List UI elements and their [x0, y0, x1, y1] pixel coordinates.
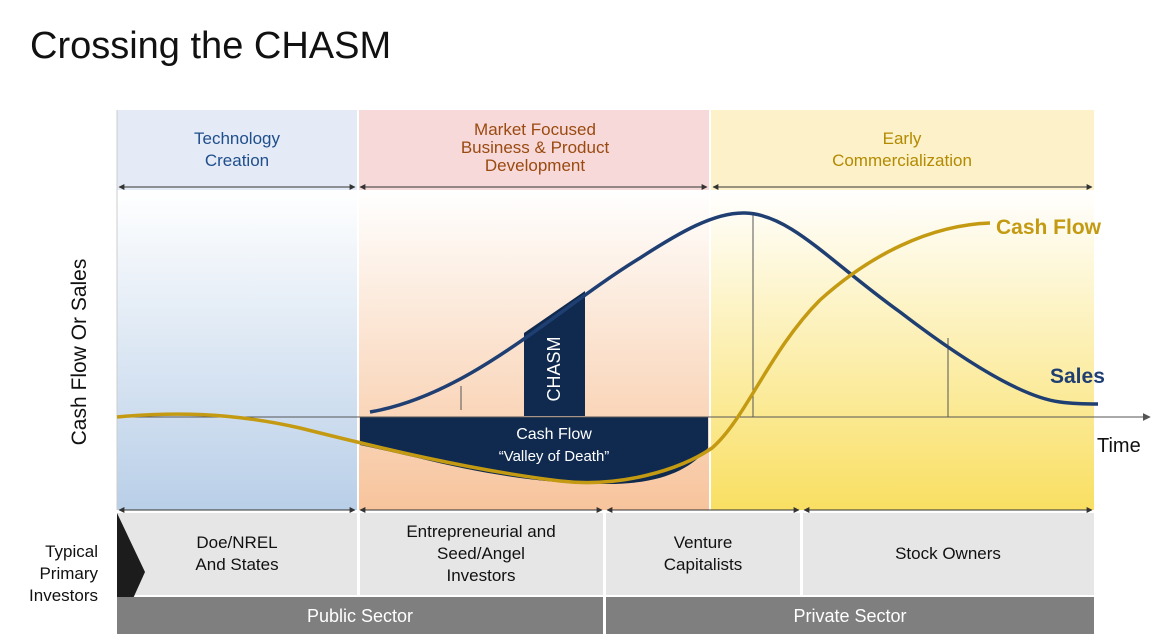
- stage-label-line: Creation: [205, 151, 269, 170]
- stage-label-line: Market Focused: [474, 120, 596, 139]
- stage-band-early: [710, 110, 1094, 190]
- time-axis-label: Time: [1097, 435, 1141, 457]
- investor-label-line: Doe/NREL: [196, 533, 277, 552]
- sales-curve-label: Sales: [1050, 365, 1105, 388]
- sector-bar-private: [606, 597, 1094, 634]
- investor-labels: Doe/NREL And States Entrepreneurial and See…: [195, 522, 1000, 585]
- investor-box-vc: [606, 513, 800, 595]
- investor-label-line: Venture: [674, 533, 733, 552]
- investor-label-line: Stock Owners: [895, 544, 1001, 563]
- valley-label-line2: “Valley of Death”: [499, 448, 610, 465]
- investors-row-label: Typical Primary Investors: [29, 542, 98, 605]
- investor-label-line: Capitalists: [664, 555, 742, 574]
- investors-row-label-line: Primary: [39, 564, 98, 583]
- stage-label-line: Development: [485, 156, 585, 175]
- investor-label-line: Seed/Angel: [437, 544, 525, 563]
- sector-label-private: Private Sector: [793, 606, 906, 626]
- cash-flow-curve: [116, 221, 991, 485]
- stage-label-line: Business & Product: [461, 138, 610, 157]
- page-title: Crossing the CHASM: [30, 25, 391, 67]
- investor-box-stock: [803, 513, 1094, 595]
- stage-label-line: Commercialization: [832, 151, 972, 170]
- stage-label-line: Early: [883, 129, 922, 148]
- chasm-bar: [524, 291, 585, 416]
- y-axis-label: Cash Flow Or Sales: [68, 259, 91, 446]
- chasm-label: CHASM: [544, 336, 564, 401]
- sales-curve: [369, 211, 1099, 414]
- stage-area-technology: [117, 190, 358, 510]
- investor-label-line: And States: [195, 555, 278, 574]
- investor-label-line: Investors: [447, 566, 516, 585]
- valley-of-death-region: [360, 417, 708, 484]
- stage-label-line: Technology: [194, 129, 281, 148]
- stage-band-market: [358, 110, 710, 190]
- investor-box-doe: [117, 513, 357, 595]
- sector-bar-public: [117, 597, 603, 634]
- valley-label-line1: Cash Flow: [516, 426, 592, 443]
- investor-label-line: Entrepreneurial and: [406, 522, 555, 541]
- cash-flow-curve-label: Cash Flow: [996, 216, 1102, 239]
- sector-label-public: Public Sector: [307, 606, 413, 626]
- investor-box-angel: [360, 513, 603, 595]
- investors-row-label-line: Investors: [29, 586, 98, 605]
- investors-row-label-line: Typical: [45, 542, 98, 561]
- stage-labels: Technology Creation Market FocusedBusiness…: [194, 120, 972, 175]
- stage-band-technology: [117, 110, 358, 190]
